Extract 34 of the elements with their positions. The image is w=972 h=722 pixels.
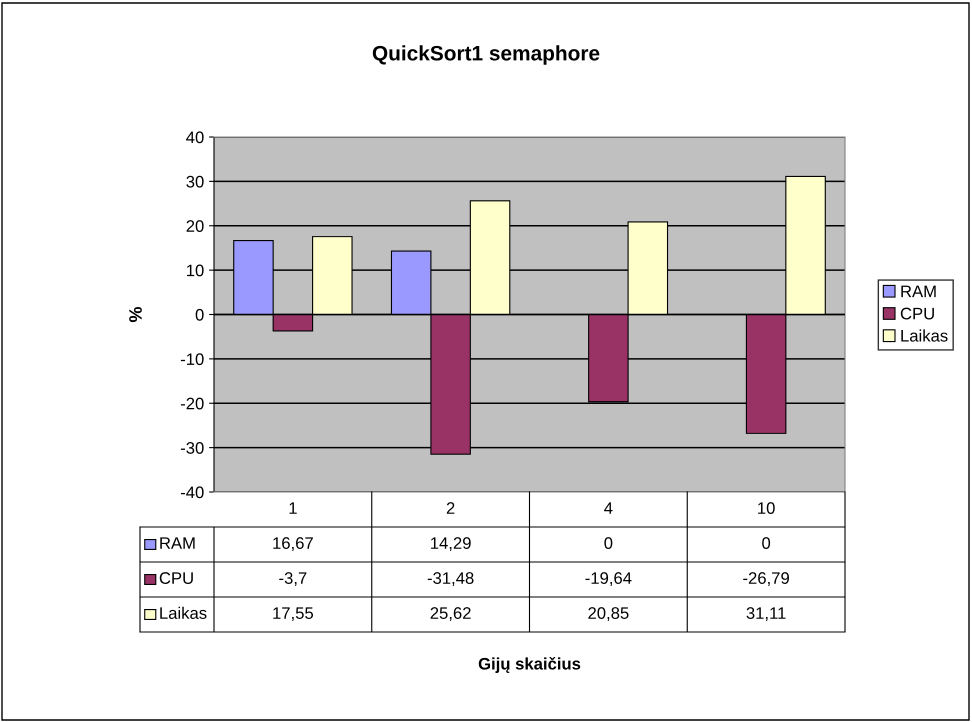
- data-label: 14,29: [431, 537, 471, 551]
- chart-title: QuickSort1 semaphore: [372, 45, 600, 65]
- y-tick-label: 0: [196, 308, 204, 321]
- y-tick-label: -20: [180, 398, 204, 410]
- data-label: -3,7: [279, 572, 306, 586]
- legend-label: RAM: [901, 286, 936, 298]
- y-tick-label: 30: [186, 176, 204, 188]
- text: RAM: [160, 537, 195, 549]
- legend-label: Laikas: [901, 329, 948, 342]
- text: Laikas: [160, 606, 207, 619]
- data-label: -31,48: [428, 572, 474, 586]
- x-tick-label: 2: [446, 502, 454, 514]
- data-label: 31,11: [746, 607, 786, 621]
- data-label: 20,85: [588, 607, 629, 621]
- y-tick-label: 40: [186, 131, 204, 144]
- data-label: 16,67: [273, 537, 313, 551]
- data-label: -26,79: [743, 572, 789, 586]
- y-axis-title: %: [129, 306, 142, 322]
- x-tick-label: 1: [290, 502, 297, 514]
- y-tick-label: 20: [186, 220, 204, 232]
- data-label: -19,64: [585, 572, 632, 586]
- data-label: 25,62: [430, 607, 471, 621]
- x-tick-label: 4: [604, 502, 613, 514]
- data-label: 0: [762, 537, 770, 549]
- data-label: 17,55: [273, 607, 314, 621]
- y-tick-label: -30: [180, 442, 204, 454]
- y-tick-label: 10: [187, 264, 204, 276]
- text: Gijų skaičius: [478, 657, 580, 673]
- x-tick-label: 10: [758, 502, 775, 514]
- y-tick-label: -10: [180, 353, 204, 366]
- data-label: 0: [604, 537, 612, 549]
- y-tick-label: -40: [180, 486, 204, 498]
- text: CPU: [160, 572, 193, 584]
- legend-label: CPU: [900, 308, 934, 320]
